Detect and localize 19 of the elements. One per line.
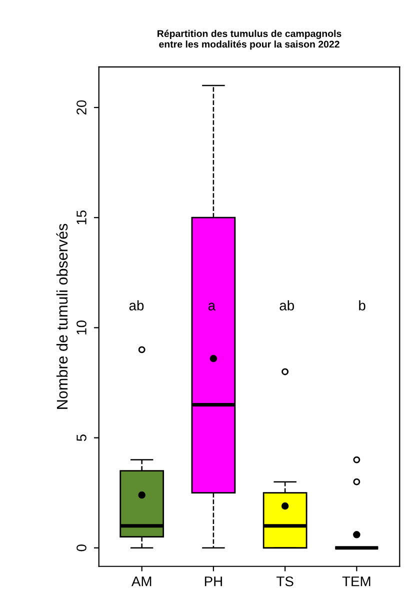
y-axis-title: Nombre de tumuli observés [56, 224, 68, 409]
x-tick-label: PH [204, 576, 222, 586]
chart-title: Répartition des tumulus de campagnols entre les modalités pour la saison 2022 [158, 30, 342, 50]
y-tick-label: 10 [76, 320, 86, 334]
point [210, 354, 218, 362]
y-tick-label: 20 [76, 100, 86, 115]
annotation: b [359, 300, 366, 310]
x-tick-label: AM [131, 576, 152, 586]
y-tick-label: 15 [76, 210, 86, 224]
point [138, 491, 146, 499]
x-tick-label: TS [276, 576, 294, 586]
x-tick-label: TEM [342, 576, 370, 586]
y-tick-label: 5 [76, 434, 86, 442]
point [353, 531, 360, 538]
annotation: a [208, 302, 216, 310]
point [281, 502, 289, 510]
annotation: ab [280, 300, 294, 310]
annotation: ab [129, 300, 144, 310]
y-tick-label: 0 [76, 544, 86, 552]
